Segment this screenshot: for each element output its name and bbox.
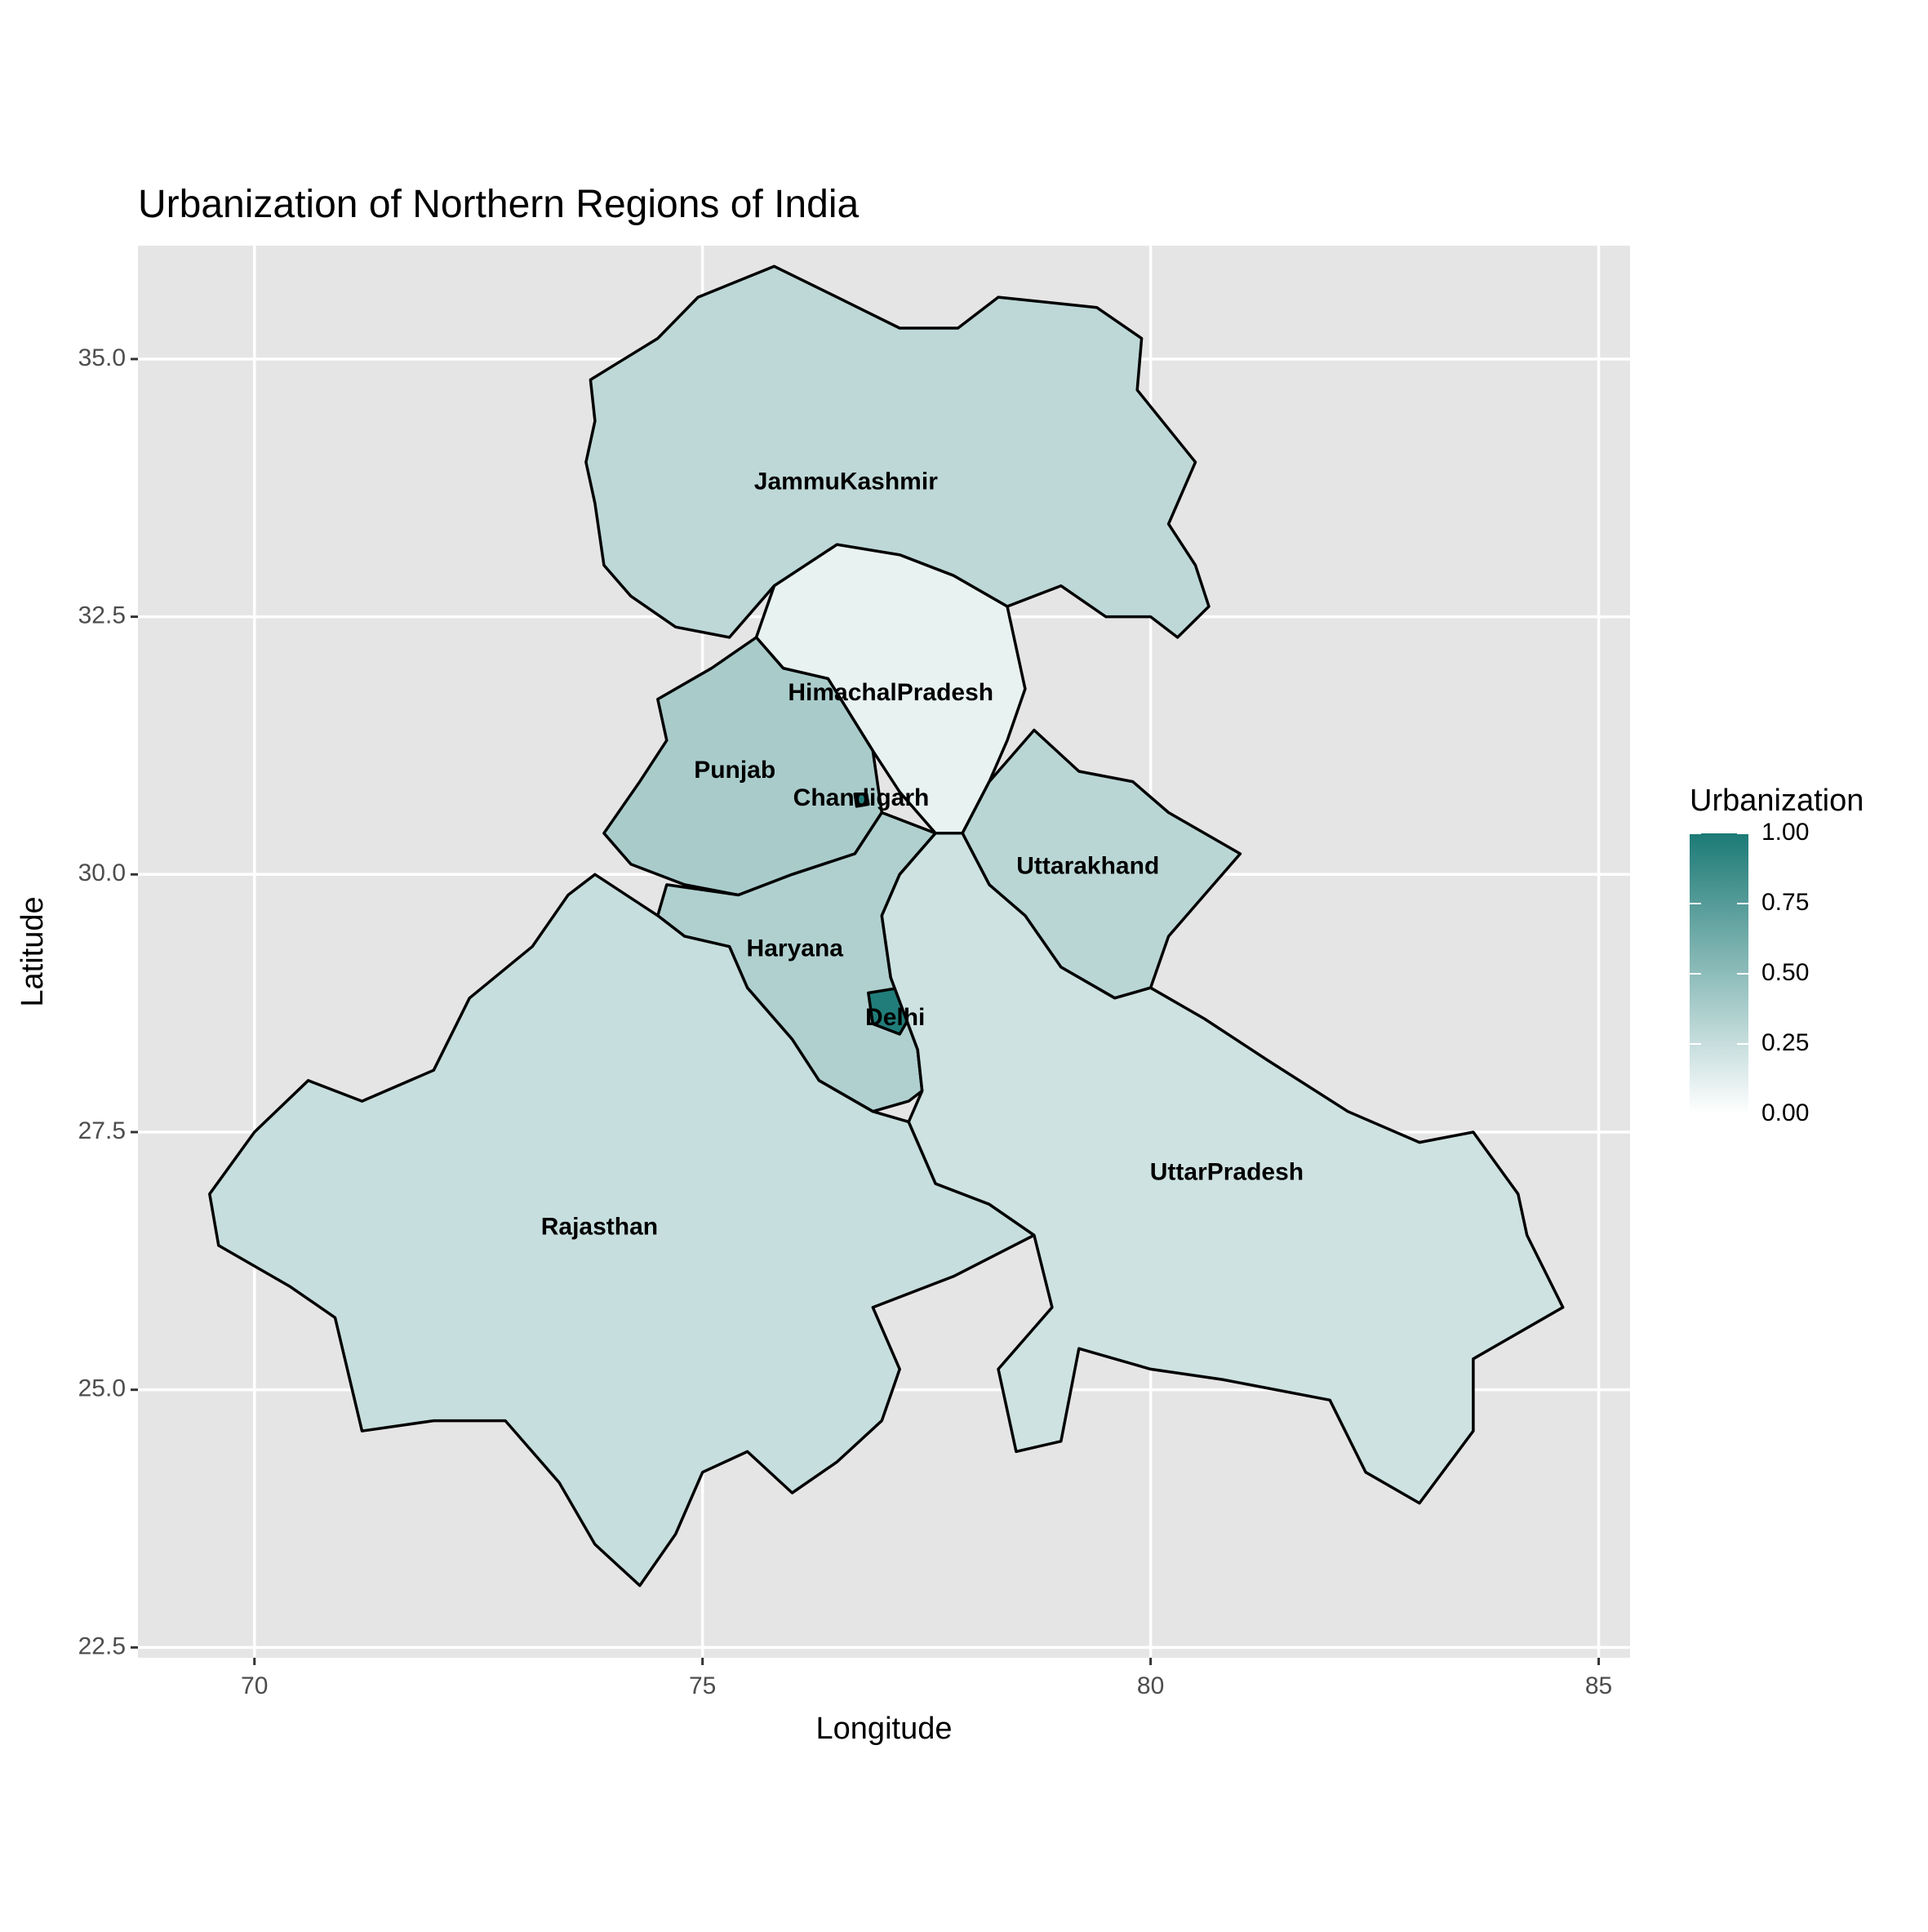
x-tick-label-1: 75	[689, 1672, 716, 1699]
y-tick-label-0: 22.5	[78, 1632, 126, 1659]
region-label-himachalpradesh: HimachalPradesh	[788, 679, 993, 706]
region-label-punjab: Punjab	[694, 757, 775, 784]
legend-tick-label-1: 0.75	[1761, 889, 1809, 916]
region-jammukashmir[interactable]	[584, 264, 1211, 639]
region-label-delhi: Delhi	[865, 1004, 925, 1031]
region-label-haryana: Haryana	[747, 935, 844, 962]
legend-title: Urbanization	[1690, 784, 1864, 818]
region-labels: JammuKashmir HimachalPradesh Punjab Chandig…	[541, 468, 1304, 1240]
y-tick-label-3: 30.0	[78, 859, 126, 886]
region-label-rajasthan: Rajasthan	[541, 1213, 658, 1240]
x-tick-label-2: 80	[1137, 1672, 1164, 1699]
legend-ticks: 1.00 0.75 0.50 0.25 0.00	[1690, 819, 1809, 1126]
x-tick-label-0: 70	[241, 1672, 268, 1699]
legend: Urbanization 1.00 0.75 0.50 0.25 0.00	[1690, 784, 1864, 1126]
y-tick-label-1: 25.0	[78, 1375, 126, 1402]
x-tick-label-3: 85	[1585, 1672, 1612, 1699]
legend-tick-label-2: 0.50	[1761, 959, 1809, 986]
y-tick-label-5: 35.0	[78, 344, 126, 371]
legend-tick-label-0: 1.00	[1761, 819, 1809, 846]
x-axis-title: Longitude	[816, 1712, 953, 1746]
legend-tick-label-4: 0.00	[1761, 1099, 1809, 1126]
region-label-uttarakhand: Uttarakhand	[1016, 852, 1159, 879]
region-rajasthan[interactable]	[208, 873, 1036, 1588]
region-chandigarh[interactable]	[853, 793, 870, 808]
y-tick-label-4: 32.5	[78, 602, 126, 629]
chart-title: Urbanization of Northern Regions of Indi…	[138, 183, 859, 226]
region-label-uttarpradesh: UttarPradesh	[1150, 1158, 1304, 1185]
y-tick-label-2: 27.5	[78, 1117, 126, 1144]
y-axis-title: Latitude	[16, 896, 50, 1006]
region-label-jammukashmir: JammuKashmir	[754, 468, 938, 495]
region-uttarpradesh[interactable]	[880, 832, 1565, 1505]
region-label-chandigarh: Chandigarh	[793, 784, 930, 811]
regions	[208, 264, 1565, 1588]
legend-tick-label-3: 0.25	[1761, 1029, 1809, 1056]
axis-ticks: 70 75 80 85 22.5 25.0 27.5 30.0 32.5 35.0	[78, 344, 1613, 1699]
